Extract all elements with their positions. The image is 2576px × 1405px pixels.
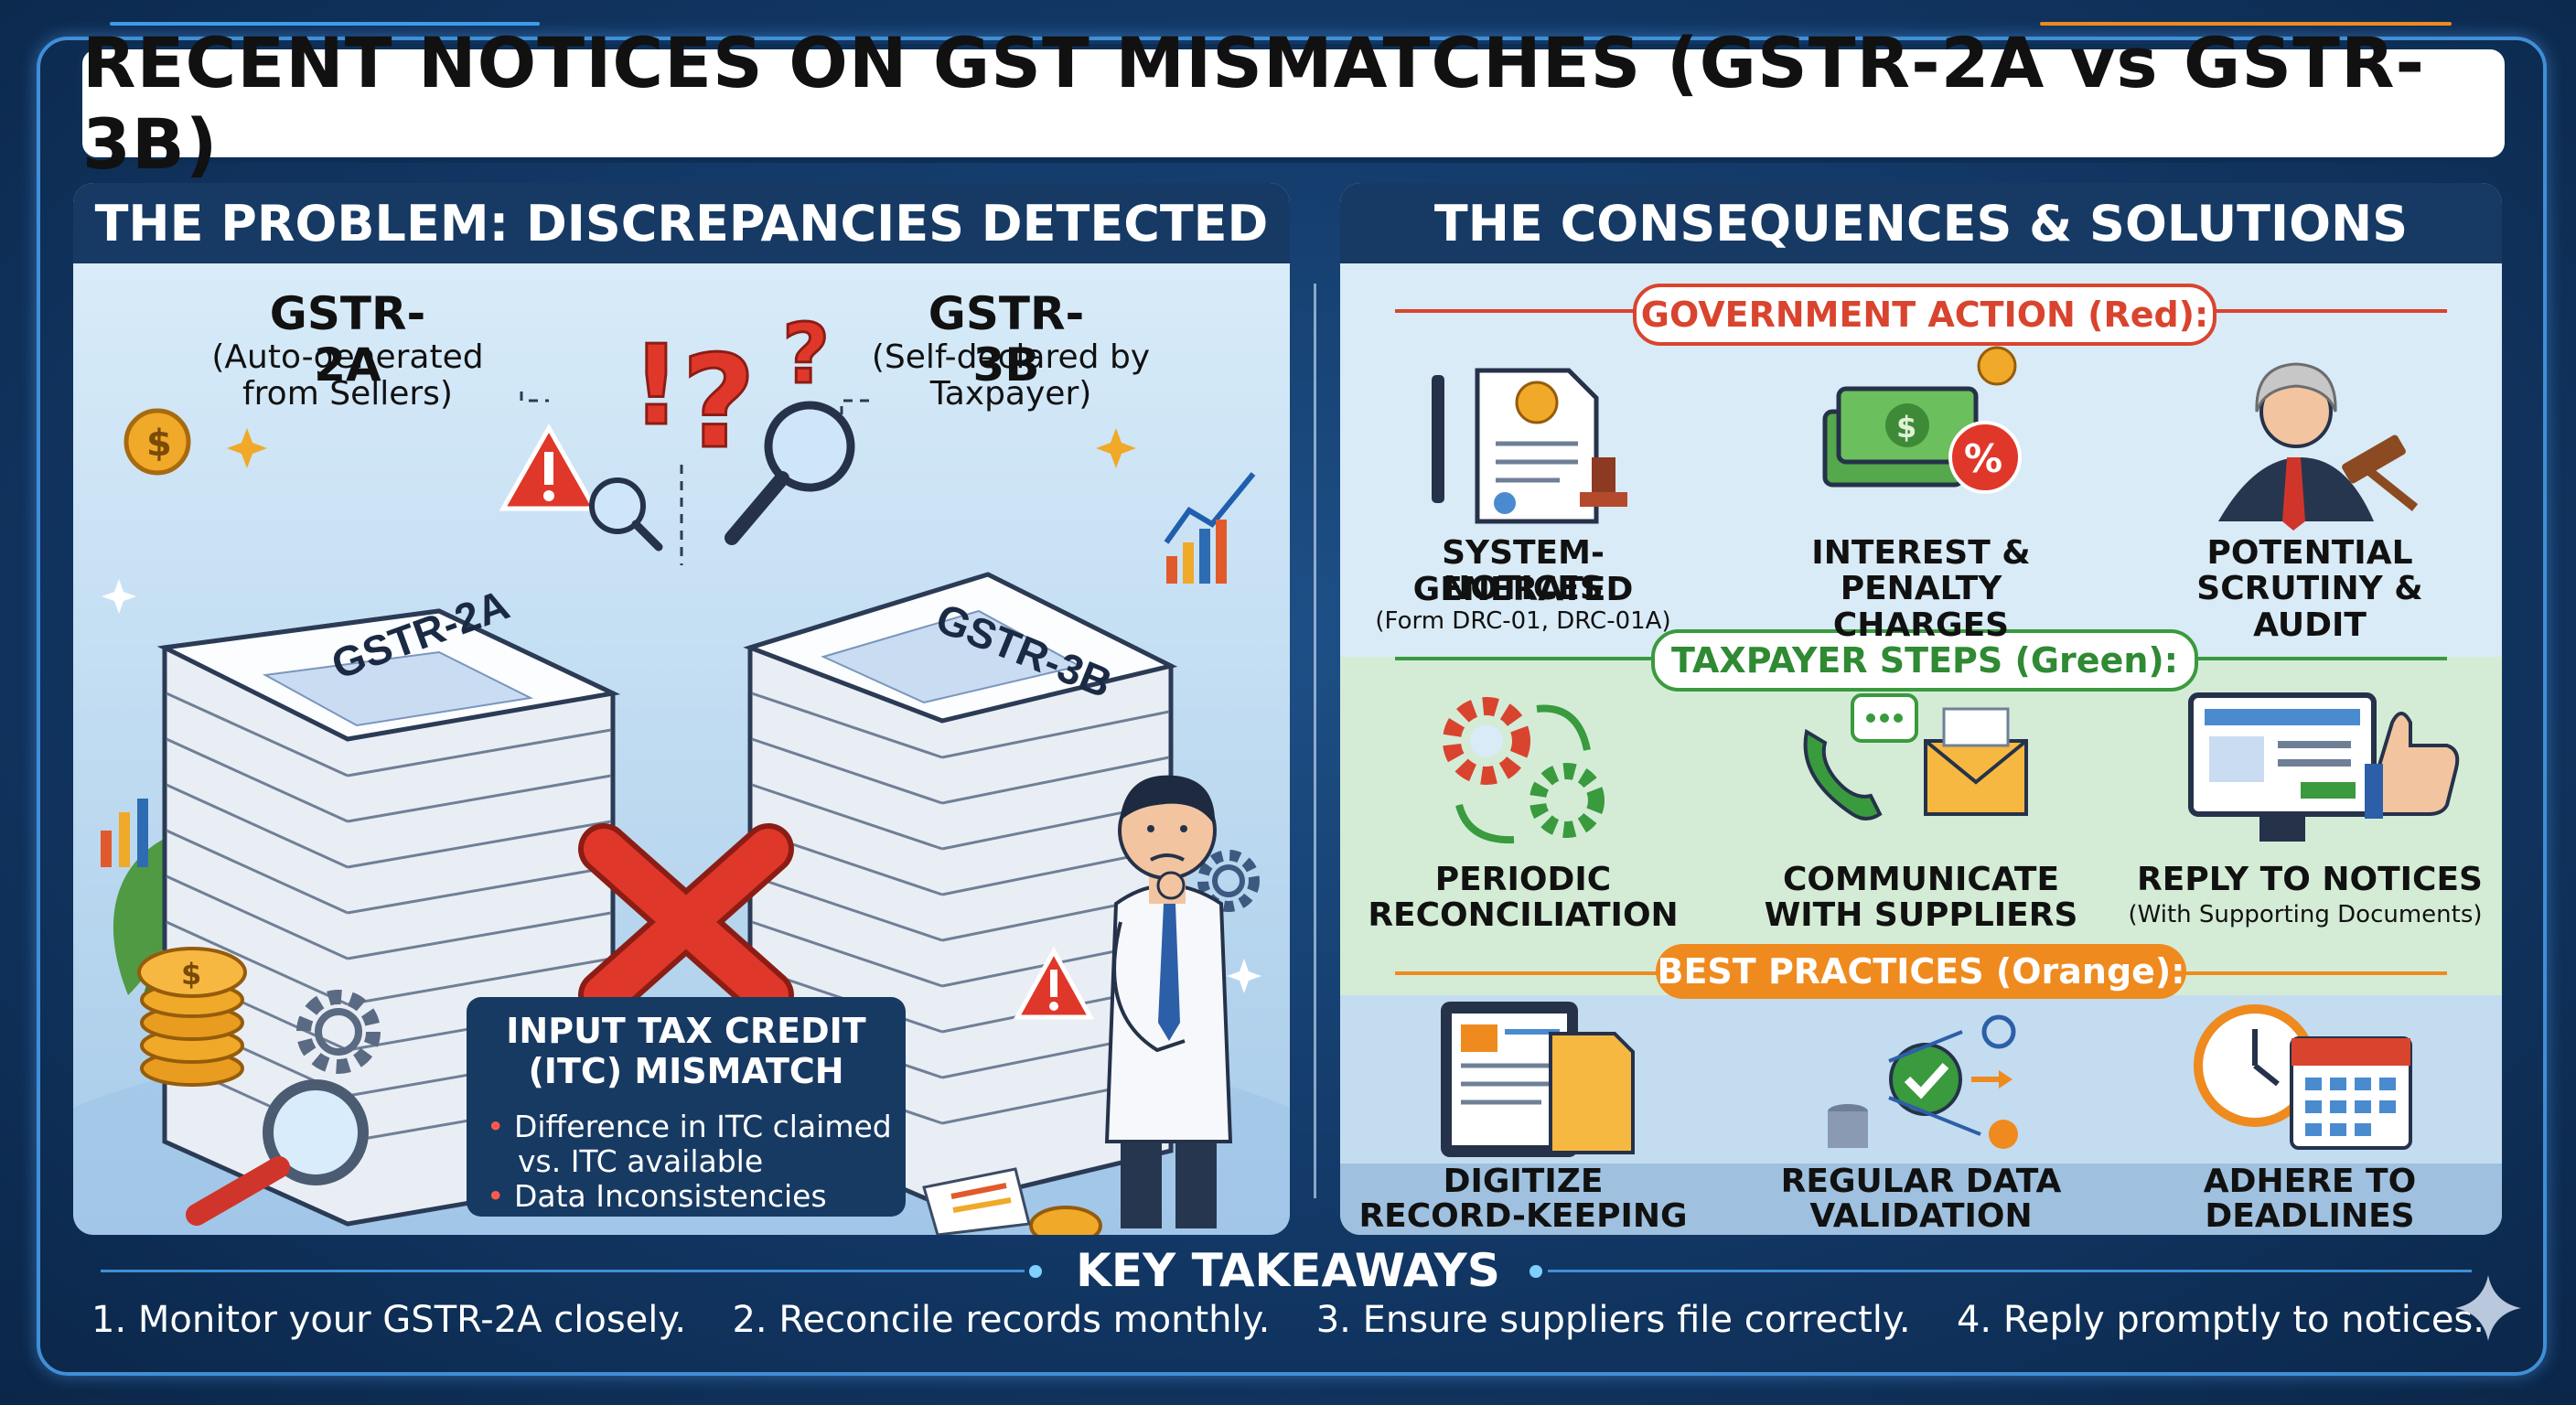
page-title: RECENT NOTICES ON GST MISMATCHES (GSTR-2…: [77, 22, 2510, 185]
takeaway-item: 3. Ensure suppliers file correctly.: [1315, 1299, 1911, 1341]
itc-title-line2: (ITC) MISMATCH: [528, 1050, 844, 1091]
item-label: PENALTY CHARGES: [1832, 570, 2010, 645]
svg-text:%: %: [1964, 436, 2002, 481]
problem-panel: THE PROBLEM: DISCREPANCIES DETECTED: [73, 183, 1290, 1235]
takeaway-item: 2. Reconcile records monthly.: [732, 1299, 1271, 1341]
tablet-documents-icon: [1441, 1002, 1635, 1157]
item-label: ADHERE TO: [2203, 1163, 2417, 1200]
consequences-panel: THE CONSEQUENCES & SOLUTIONS GOVERNMENT …: [1340, 183, 2502, 1235]
takeaways-title: KEY TAKEAWAYS: [1076, 1244, 1500, 1297]
warning-icon: [1013, 946, 1095, 1020]
bar-chart-icon: [101, 799, 148, 867]
taxpayer-banner: TAXPAYER STEPS (Green):: [1651, 629, 2198, 692]
coin-icon: [1029, 1206, 1102, 1235]
takeaways-line-left: [101, 1270, 1025, 1272]
gstr3b-title: GSTR-3B: [928, 287, 1085, 391]
item-note: (Form DRC-01, DRC-01A): [1375, 607, 1671, 635]
data-validation-icon: [1828, 1014, 2018, 1149]
exclamation-question-icon: ! ? ?: [630, 306, 832, 479]
phone-mail-icon: [1803, 693, 2028, 820]
svg-text:!: !: [631, 323, 682, 450]
coin-stack-icon: $: [137, 947, 247, 1087]
gstr2a-subtitle-line2: from Sellers): [242, 375, 453, 413]
item-label: COMMUNICATE: [1782, 861, 2060, 898]
itc-bullet-text: vs. ITC available: [518, 1142, 764, 1179]
itc-mismatch-box: INPUT TAX CREDIT (ITC) MISMATCH • Differ…: [467, 997, 906, 1217]
mismatch-x-icon: [578, 823, 794, 1021]
dashed-connectors: [520, 391, 869, 565]
magnifier-icon: [589, 401, 855, 552]
item-label: DIGITIZE: [1443, 1163, 1604, 1200]
consequences-heading: THE CONSEQUENCES & SOLUTIONS: [1340, 183, 2502, 263]
gstr2a-subtitle-line1: (Auto-generated: [211, 338, 484, 376]
gear-icon: [296, 850, 1260, 1074]
government-banner: GOVERNMENT ACTION (Red):: [1633, 284, 2216, 346]
item-label: INTEREST &: [1811, 534, 2031, 572]
clock-calendar-icon: [2194, 1004, 2412, 1150]
takeaways-dot: [1029, 1265, 1042, 1278]
takeaways-line-right: [1548, 1270, 2472, 1272]
itc-bullet-text: Difference in ITC claimed: [513, 1109, 892, 1145]
item-label: RECONCILIATION: [1368, 896, 1679, 934]
coin-icon: $: [123, 408, 191, 476]
gears-cycle-icon: [1443, 697, 1605, 844]
money-percent-icon: $ %: [1822, 346, 2022, 494]
consequence-icons: $ %: [1432, 346, 2460, 1157]
item-label: POTENTIAL: [2206, 534, 2413, 572]
takeaway-item: 1. Monitor your GSTR-2A closely.: [91, 1299, 687, 1341]
top-left-accent-line: [110, 22, 540, 26]
takeaways-list: 1. Monitor your GSTR-2A closely. 2. Reco…: [91, 1299, 2485, 1341]
itc-box-title: INPUT TAX CREDIT (ITC) MISMATCH: [467, 1011, 906, 1091]
gstr2a-title: GSTR-2A: [269, 287, 426, 391]
itc-bullet: • Data Inconsistencies: [487, 1177, 827, 1214]
item-label: PERIODIC: [1434, 861, 1612, 898]
svg-text:?: ?: [682, 328, 756, 477]
worried-man-icon: [1104, 775, 1233, 1228]
panel-divider: [1314, 284, 1316, 1198]
warning-icon: [499, 423, 599, 511]
item-label: REPLY TO NOTICES: [2137, 861, 2483, 898]
item-label: SYSTEM-GENERATED: [1412, 534, 1634, 609]
item-label: RECORD-KEEPING: [1358, 1197, 1688, 1235]
itc-bullet-list: • Difference in ITC claimed vs. ITC avai…: [467, 1110, 906, 1213]
problem-heading: THE PROBLEM: DISCREPANCIES DETECTED: [73, 183, 1290, 263]
trend-chart-icon: [1164, 472, 1256, 584]
gstr3b-subtitle-line2: Taxpayer): [929, 375, 1092, 413]
svg-text:$: $: [146, 423, 172, 465]
outer-frame: [37, 37, 2547, 1376]
takeaway-item: 4. Reply promptly to notices.: [1956, 1299, 2485, 1341]
gstr3b-subtitle-line1: (Self-declared by: [871, 338, 1151, 376]
best-practices-banner: BEST PRACTICES (Orange):: [1656, 944, 2186, 999]
judge-gavel-icon: [2218, 362, 2419, 531]
itc-bullet-continued: vs. ITC available: [487, 1144, 906, 1179]
takeaways-dot: [1530, 1265, 1542, 1278]
item-label: DEADLINES: [2205, 1197, 2415, 1235]
itc-bullet: • Difference in ITC claimed: [487, 1109, 892, 1145]
search-magnifier-icon: [186, 1079, 369, 1226]
itc-bullet-text: Data Inconsistencies: [513, 1177, 827, 1214]
invoice-icon: [922, 1167, 1031, 1235]
itc-title-line1: INPUT TAX CREDIT: [506, 1011, 866, 1051]
top-right-accent-line: [2040, 22, 2452, 26]
item-label: WITH SUPPLIERS: [1764, 896, 2078, 934]
sparkle-icon: [2455, 1275, 2521, 1341]
svg-text:$: $: [1896, 410, 1916, 445]
sparkle-icon: [102, 428, 1261, 993]
item-label: SCRUTINY & AUDIT: [2196, 570, 2423, 645]
item-label: NOTICES: [1443, 570, 1604, 607]
item-label: REGULAR DATA: [1780, 1163, 2062, 1200]
monitor-thumbs-up-icon: [2188, 692, 2460, 842]
item-note: (With Supporting Documents): [2128, 901, 2483, 928]
svg-text:?: ?: [782, 306, 830, 402]
item-label: VALIDATION: [1809, 1197, 2033, 1235]
notice-document-icon: [1432, 368, 1627, 524]
svg-text:$: $: [181, 957, 201, 992]
bottom-label-strip: [1340, 1164, 2502, 1235]
